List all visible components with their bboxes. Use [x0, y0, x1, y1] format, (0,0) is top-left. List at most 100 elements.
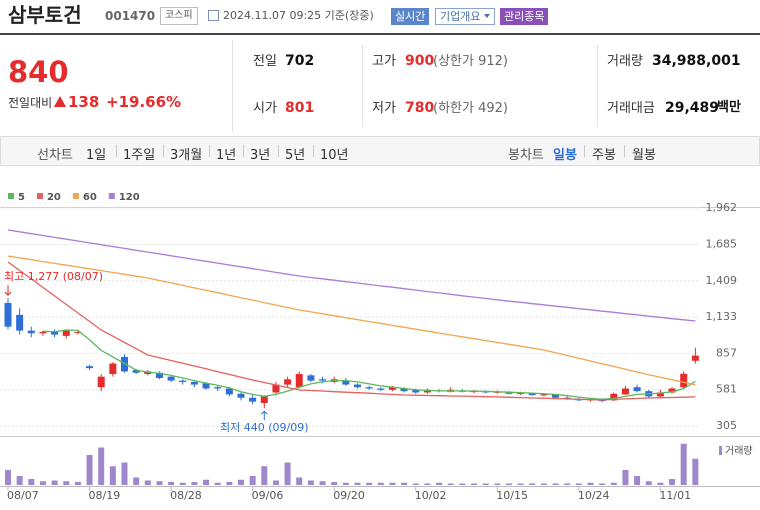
volume-bar [575, 483, 582, 485]
volume-bar [622, 470, 629, 485]
candle-body [249, 397, 257, 402]
stat-label: 고가 [372, 54, 396, 69]
volume-bar [28, 479, 35, 485]
period-tab[interactable]: 1일 [86, 148, 107, 163]
change-rate: +19.66% [106, 93, 182, 111]
tab-separator [243, 145, 244, 157]
tab-separator [116, 145, 117, 157]
stat-value: 900 [405, 53, 435, 69]
volume-legend-swatch [719, 446, 722, 455]
volume-bar [226, 482, 233, 485]
volume-bar [249, 476, 256, 485]
calendar-icon [208, 10, 219, 21]
candle-body [97, 376, 105, 388]
candle-body [132, 370, 140, 373]
managed-badge: 관리종목 [500, 8, 549, 25]
tab-separator [584, 145, 585, 157]
company-overview-button[interactable]: 기업개요 [435, 8, 496, 25]
stat-label: 거래대금 [607, 101, 655, 116]
price: 840 [8, 55, 69, 89]
legend-swatch [108, 193, 115, 199]
volume-bar [16, 476, 23, 485]
period-tab[interactable]: 3개월 [170, 148, 203, 163]
candle-body [202, 383, 210, 389]
candle-body [342, 380, 350, 385]
candle-body [517, 393, 525, 395]
volume-bar [284, 462, 291, 485]
candle-body [388, 387, 396, 390]
volume-bar [203, 479, 210, 485]
volume-bar [63, 481, 70, 485]
change-label: 전일대비 [8, 96, 53, 110]
period-tab[interactable]: 1주일 [123, 148, 156, 163]
period-tab[interactable]: 월봉 [632, 148, 656, 163]
stat-unit: 백만 [717, 100, 741, 115]
ma-line [7, 229, 696, 322]
candle-body [295, 374, 303, 388]
period-tab[interactable]: 일봉 [553, 148, 577, 163]
legend-label: 20 [47, 192, 61, 203]
candle-body [656, 392, 664, 397]
volume-bar [634, 476, 641, 485]
volume-bar [74, 482, 81, 485]
candle-body [109, 363, 117, 375]
x-tick-label: 09/20 [333, 489, 365, 502]
candle-body [190, 381, 198, 385]
x-tick-label: 10/15 [496, 489, 528, 502]
stat-value: 34,988,001 [652, 53, 741, 69]
volume-bar [366, 482, 373, 485]
volume-bar [133, 477, 140, 485]
volume-bar [599, 483, 606, 485]
tab-separator [313, 145, 314, 157]
volume-bar [191, 482, 198, 485]
volume-bar [51, 480, 58, 485]
stock-name: 삼부토건 [8, 3, 82, 27]
period-tab[interactable]: 5년 [285, 148, 306, 163]
period-tab[interactable]: 10년 [320, 148, 349, 163]
volume-bar [319, 481, 326, 485]
volume-bar [657, 482, 664, 485]
x-tick-label: 08/28 [170, 489, 202, 502]
volume-bar [412, 483, 419, 485]
candle-body [155, 372, 163, 378]
candle-body [225, 388, 233, 395]
change: 138 [68, 93, 100, 111]
candle-body [319, 379, 327, 381]
volume-bar [39, 481, 46, 485]
stat-value: 702 [285, 53, 315, 69]
period-tab[interactable]: 1년 [216, 148, 237, 163]
volume-bar [86, 455, 93, 485]
header-rule [0, 33, 760, 35]
annotation: 최저 440 (09/09) [220, 421, 309, 434]
candle-body [365, 387, 373, 389]
candle-body [552, 394, 560, 398]
volume-bar [179, 482, 186, 485]
volume-bar [505, 483, 512, 485]
volume-bar [238, 479, 244, 485]
legend-swatch [72, 193, 79, 199]
volume-bar [564, 483, 571, 485]
candle-body [86, 366, 94, 369]
ma-line [7, 261, 696, 401]
candle-body [400, 388, 408, 392]
candle-body [528, 393, 536, 396]
y-tick-label: 1,962 [706, 201, 738, 214]
volume-bar [680, 443, 687, 485]
volume-bar [529, 483, 536, 485]
y-tick-label: 305 [716, 419, 737, 432]
tab-separator [163, 145, 164, 157]
annotation-arrow [4, 285, 12, 296]
realtime-button[interactable]: 실시간 [391, 8, 430, 25]
period-tab[interactable]: 주봉 [592, 148, 616, 163]
y-tick-label: 1,133 [706, 310, 738, 323]
x-tick-label: 11/01 [659, 489, 691, 502]
candle-body [621, 388, 629, 395]
tab-group-label: 봉차트 [508, 148, 544, 163]
candle-body [668, 388, 676, 393]
volume-bar [121, 462, 128, 485]
dropdown-caret [484, 14, 490, 18]
candle-body [680, 373, 688, 388]
period-tab[interactable]: 3년 [250, 148, 271, 163]
volume-bar [389, 482, 396, 485]
